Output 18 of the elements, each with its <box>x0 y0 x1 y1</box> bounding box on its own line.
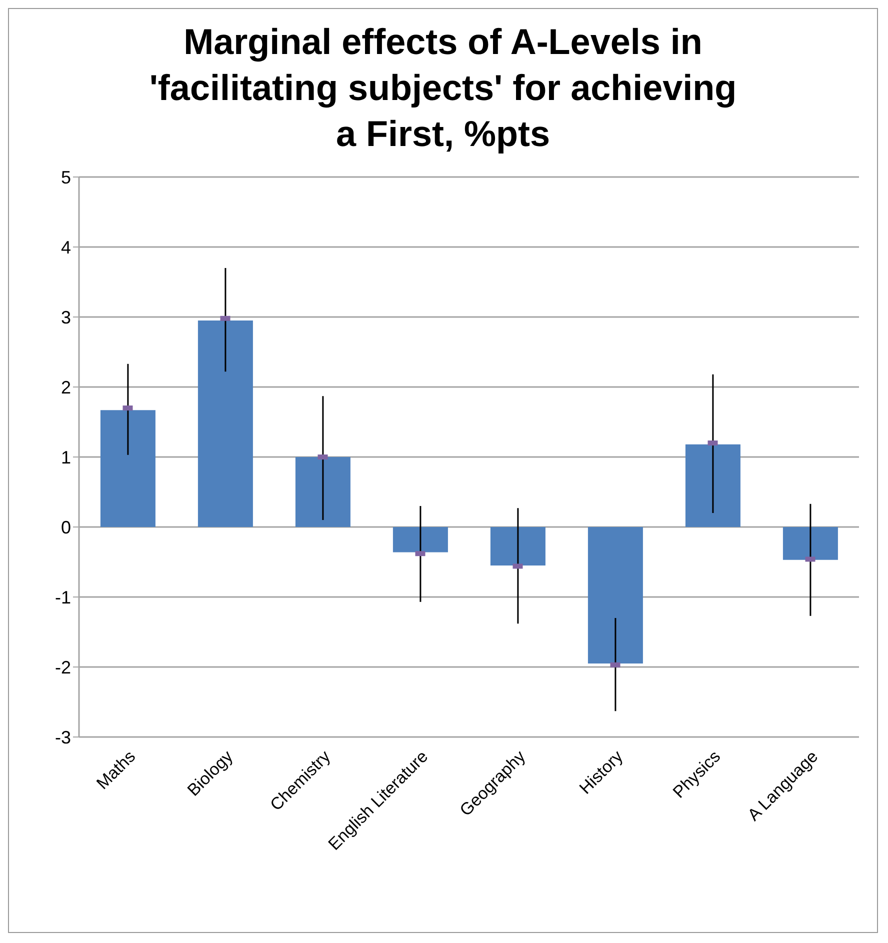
y-tick-label: 2 <box>60 377 71 398</box>
y-tick-label: 1 <box>60 447 71 468</box>
y-tick-label: 5 <box>60 167 71 188</box>
y-tick-label: 4 <box>60 237 71 258</box>
bar <box>392 527 448 552</box>
bar <box>782 527 838 560</box>
bar <box>100 410 156 527</box>
bar <box>198 320 253 527</box>
y-tick-label: -3 <box>54 727 71 748</box>
y-tick-label: -2 <box>54 657 71 678</box>
y-tick-label: 3 <box>60 307 71 328</box>
bar <box>295 457 350 527</box>
bar <box>490 527 546 566</box>
bar <box>588 527 643 664</box>
chart-title: Marginal effects of A-Levels in 'facilitating subjects' for achieving a First, %pts <box>148 20 738 156</box>
y-tick-label: 0 <box>60 517 71 538</box>
bar <box>685 444 740 527</box>
y-tick-label: -1 <box>54 587 71 608</box>
